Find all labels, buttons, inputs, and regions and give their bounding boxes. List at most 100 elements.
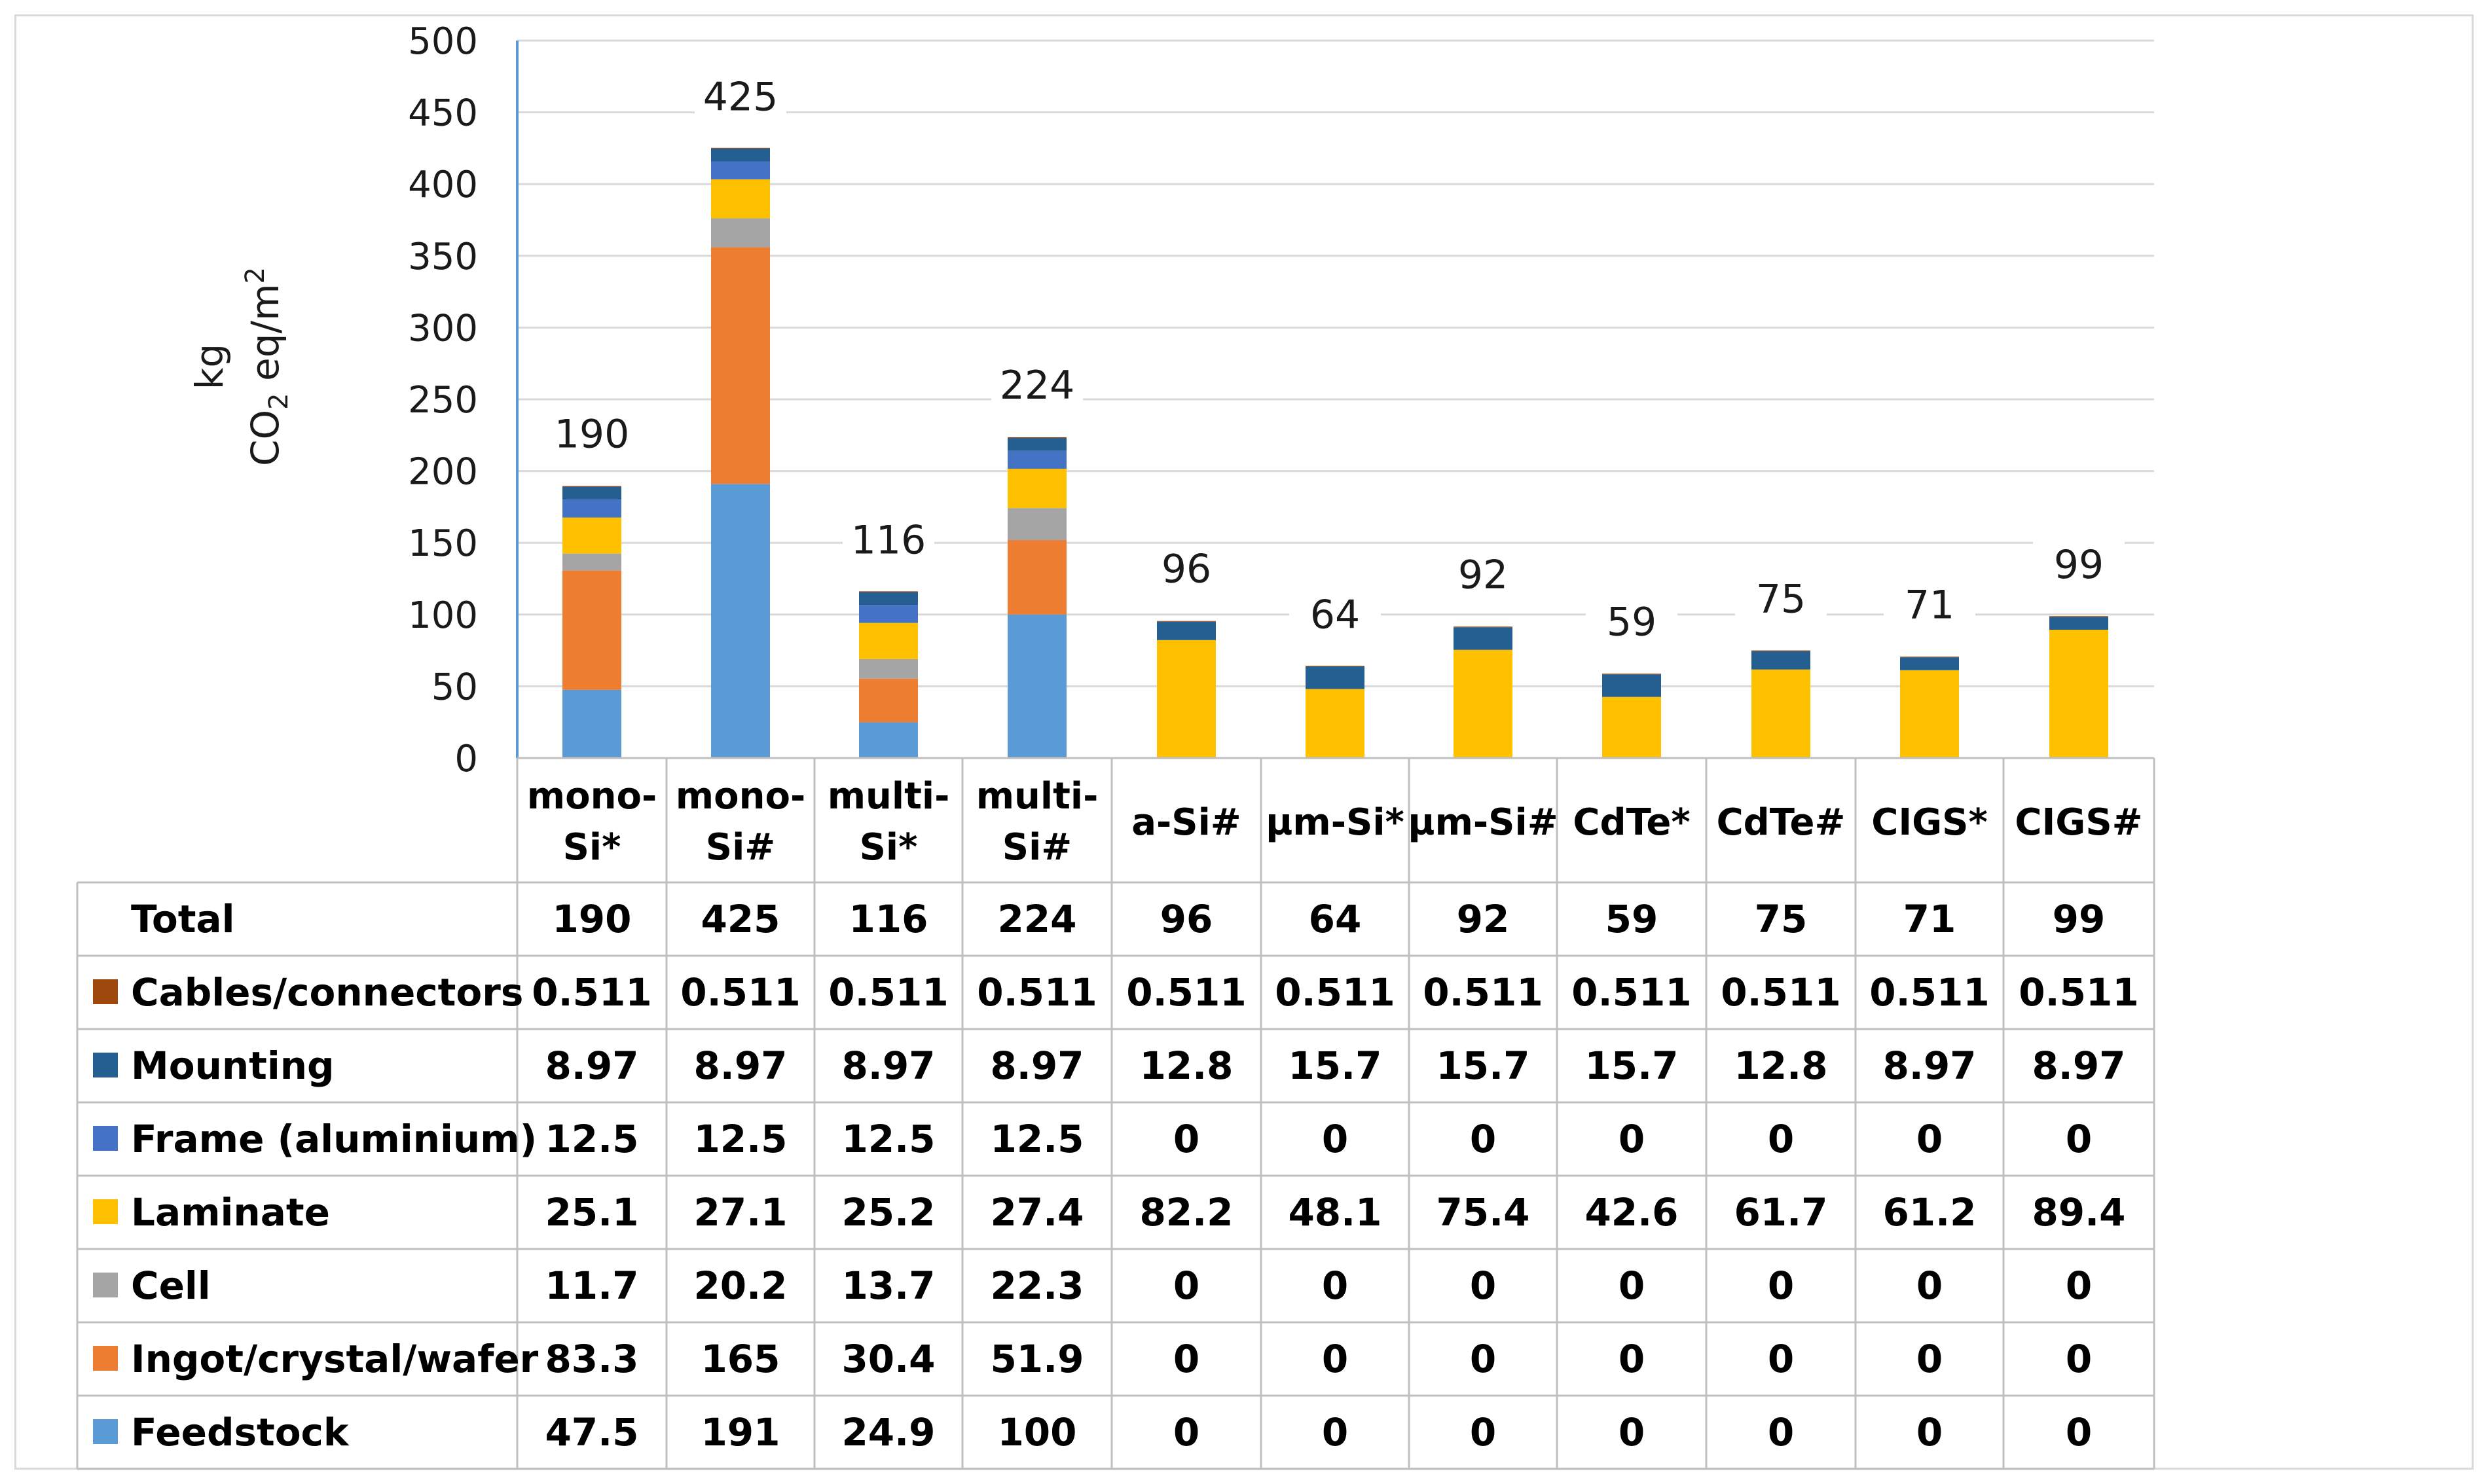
y-tick-label: 150 bbox=[408, 522, 478, 565]
bar-segment-frame-aluminium- bbox=[562, 499, 621, 518]
table-cell-value: 20.2 bbox=[693, 1263, 787, 1308]
table-cell-value: 0.511 bbox=[828, 970, 948, 1015]
bar-segment-laminate bbox=[562, 517, 621, 554]
category-label: a-Si# bbox=[1131, 801, 1241, 844]
bar-segment-ingot-crystal-wafer bbox=[1008, 540, 1067, 615]
y-tick-label: 0 bbox=[454, 738, 478, 780]
bar-segment-mounting bbox=[562, 486, 621, 500]
y-axis-label-line2: CO2 eq/m2 bbox=[240, 267, 294, 466]
bar-segment-laminate bbox=[1454, 649, 1512, 758]
table-cell-value: 15.7 bbox=[1288, 1043, 1381, 1088]
table-cell-value: 12.8 bbox=[1139, 1043, 1233, 1088]
table-cell-value: 165 bbox=[701, 1337, 780, 1381]
bar-segment-feedstock bbox=[562, 689, 621, 758]
table-cell-value: 82.2 bbox=[1139, 1190, 1233, 1235]
table-cell-value: 13.7 bbox=[841, 1263, 935, 1308]
table-cell-value: 48.1 bbox=[1288, 1190, 1381, 1235]
row-header-cables-connectors: Cables/connectors bbox=[131, 970, 523, 1015]
table-cell-value: 191 bbox=[701, 1410, 780, 1455]
table-cell-value: 30.4 bbox=[841, 1337, 935, 1381]
row-header-total: Total bbox=[131, 897, 234, 941]
table-cell-value: 8.97 bbox=[1882, 1043, 1976, 1088]
table-cell-value: 0 bbox=[1916, 1337, 1943, 1381]
category-label: Si# bbox=[706, 826, 775, 869]
table-cell-value: 8.97 bbox=[990, 1043, 1084, 1088]
bar-segment-cables-connectors bbox=[1157, 621, 1216, 622]
row-header-laminate: Laminate bbox=[131, 1190, 330, 1235]
total-label-bg bbox=[1586, 598, 1677, 649]
bar-segment-laminate bbox=[1751, 669, 1810, 758]
total-data-label: 116 bbox=[851, 518, 926, 564]
bar-segment-laminate bbox=[1008, 469, 1067, 509]
bar-segment-laminate bbox=[859, 623, 918, 659]
table-cell-value: 0 bbox=[2066, 1337, 2092, 1381]
category-label: multi- bbox=[976, 775, 1099, 818]
table-cell-value: 0 bbox=[1619, 1410, 1645, 1455]
legend-key bbox=[93, 1346, 118, 1371]
table-cell-value: 0 bbox=[2066, 1117, 2092, 1161]
table-cell-value: 8.97 bbox=[2032, 1043, 2125, 1088]
table-cell-value: 12.8 bbox=[1734, 1043, 1827, 1088]
bar-segment-mounting bbox=[1751, 651, 1810, 670]
table-cell-value: 89.4 bbox=[2032, 1190, 2125, 1235]
table-cell-value: 25.2 bbox=[841, 1190, 935, 1235]
table-cell-value: 0 bbox=[1916, 1117, 1943, 1161]
table-cell-value: 61.7 bbox=[1734, 1190, 1827, 1235]
total-data-label: 59 bbox=[1607, 600, 1656, 645]
bar-segment-cables-connectors bbox=[1454, 626, 1512, 628]
table-cell-value: 24.9 bbox=[841, 1410, 935, 1455]
table-cell-value: 224 bbox=[997, 897, 1076, 941]
y-axis-label-line1: kg bbox=[187, 344, 232, 389]
table-cell-value: 0 bbox=[1470, 1117, 1496, 1161]
table-cell-value: 12.5 bbox=[693, 1117, 787, 1161]
legend-key bbox=[93, 1419, 118, 1444]
total-label-bg bbox=[2033, 541, 2125, 591]
total-data-label: 190 bbox=[555, 412, 630, 458]
table-cell-value: 0 bbox=[1768, 1410, 1794, 1455]
bar-segment-laminate bbox=[711, 179, 770, 219]
table-cell-value: 11.7 bbox=[545, 1263, 638, 1308]
total-label-bg bbox=[1884, 581, 1975, 632]
total-label-bg bbox=[843, 516, 934, 567]
table-cell-value: 27.4 bbox=[990, 1190, 1084, 1235]
row-header-mounting: Mounting bbox=[131, 1043, 335, 1088]
y-tick-label: 300 bbox=[408, 307, 478, 350]
bar-segment-cell bbox=[859, 659, 918, 679]
total-label-bg bbox=[991, 361, 1083, 412]
table-cell-value: 0.511 bbox=[1869, 970, 1989, 1015]
table-cell-value: 0 bbox=[1173, 1410, 1199, 1455]
total-data-label: 92 bbox=[1458, 552, 1508, 598]
total-label-bg bbox=[1735, 575, 1827, 626]
bar-segment-cell bbox=[1008, 508, 1067, 541]
bar-segment-laminate bbox=[1157, 640, 1216, 758]
table-cell-value: 0 bbox=[1470, 1337, 1496, 1381]
bar-segment-mounting bbox=[1602, 674, 1661, 697]
bar-segment-frame-aluminium- bbox=[1008, 450, 1067, 469]
table-cell-value: 0 bbox=[1916, 1263, 1943, 1308]
bar-segment-cables-connectors bbox=[1008, 437, 1067, 439]
table-cell-value: 71 bbox=[1903, 897, 1956, 941]
row-header-frame-aluminium-: Frame (aluminium) bbox=[131, 1117, 537, 1161]
category-label: Si* bbox=[860, 826, 918, 869]
category-label: multi- bbox=[828, 775, 950, 818]
y-tick-label: 400 bbox=[408, 164, 478, 206]
y-tick-label: 200 bbox=[408, 451, 478, 494]
table-cell-value: 22.3 bbox=[990, 1263, 1084, 1308]
table-cell-value: 0 bbox=[1619, 1117, 1645, 1161]
table-cell-value: 64 bbox=[1309, 897, 1362, 941]
table-cell-value: 59 bbox=[1605, 897, 1658, 941]
table-cell-value: 0 bbox=[1470, 1410, 1496, 1455]
bar-segment-feedstock bbox=[1008, 614, 1067, 758]
y-tick-label: 450 bbox=[408, 92, 478, 135]
category-label: µm-Si# bbox=[1408, 801, 1558, 844]
y-tick-label: 250 bbox=[408, 379, 478, 422]
table-cell-value: 0 bbox=[1322, 1337, 1348, 1381]
y-tick-label: 100 bbox=[408, 594, 478, 637]
bar-segment-mounting bbox=[1306, 666, 1364, 689]
bar-segment-frame-aluminium- bbox=[711, 161, 770, 179]
total-label-bg bbox=[1437, 551, 1529, 602]
table-cell-value: 116 bbox=[849, 897, 928, 941]
total-data-label: 224 bbox=[1000, 363, 1075, 408]
table-cell-value: 0.511 bbox=[1721, 970, 1840, 1015]
bar-segment-mounting bbox=[2049, 617, 2108, 630]
